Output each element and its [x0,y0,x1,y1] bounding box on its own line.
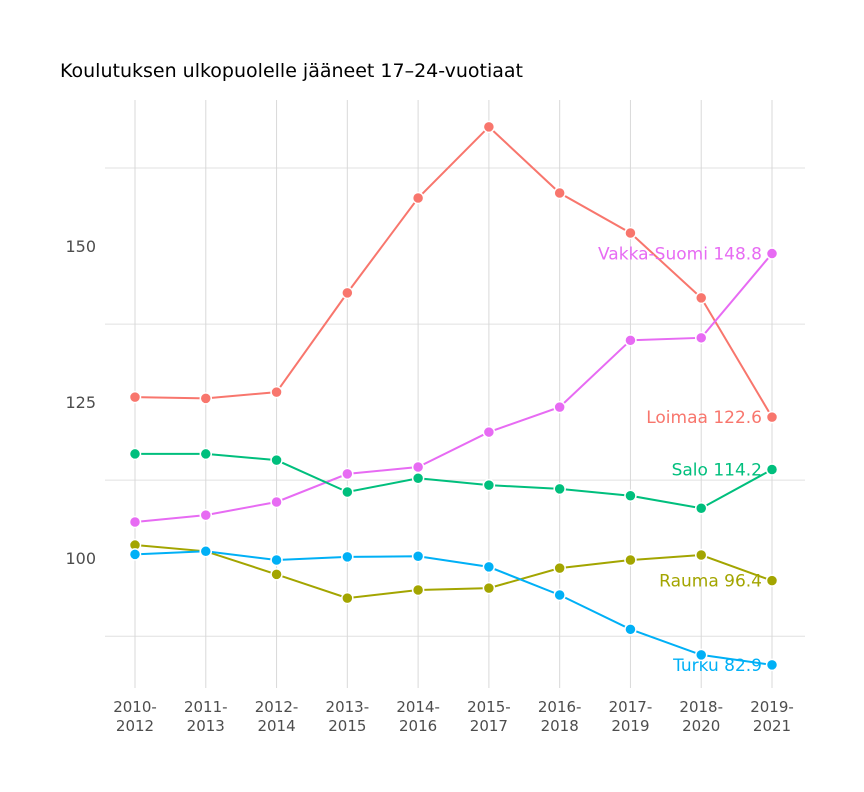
x-tick-label: 2018 [541,717,579,735]
data-point [694,291,708,305]
data-point [482,581,496,595]
data-point [270,568,283,581]
series-end-label: Turku 82.9 [672,656,762,676]
data-point [341,467,354,481]
data-point [694,548,708,562]
x-tick-label: 2010- [113,698,157,716]
x-tick-label: 2021 [753,717,791,735]
x-tick-label: 2018- [679,698,723,716]
x-tick-label: 2013- [326,698,370,716]
series-end-label: Loimaa 122.6 [646,408,762,428]
data-point [199,545,213,558]
series-line-vakka-suomi [134,252,773,523]
x-tick-label: 2013 [187,717,225,735]
data-point [199,447,213,461]
data-point [199,392,213,405]
data-point [411,472,425,485]
series-line-loimaa [134,125,773,418]
data-point [694,648,708,662]
series-end-label: Rauma 96.4 [659,572,762,592]
series-line-turku [134,550,773,666]
data-point [341,485,354,499]
data-point [270,385,283,399]
x-tick-label: 2016- [538,698,582,716]
data-point [553,482,566,496]
data-point [411,460,425,474]
data-point [270,453,283,467]
data-point [624,226,637,240]
x-tick-label: 2016 [399,717,437,735]
data-point [553,561,566,575]
data-point [765,574,779,587]
x-tick-label: 2019- [750,698,794,716]
x-tick-label: 2017- [609,698,653,716]
data-point [199,508,213,522]
data-point [694,331,708,345]
data-point [765,658,779,672]
data-point [624,334,637,347]
data-point [765,410,779,424]
chart-title: Koulutuksen ulkopuolelle jääneet 17–24-v… [60,60,523,82]
data-point [624,623,637,636]
x-tick-label: 2015 [328,717,366,735]
data-point [482,120,496,134]
data-point [765,463,779,476]
data-point [482,478,496,492]
data-point [411,583,425,597]
series-end-label: Salo 114.2 [672,461,762,481]
x-tick-label: 2011- [184,698,228,716]
x-tick-label: 2014 [257,717,295,735]
data-point [694,501,708,515]
data-point [411,550,425,563]
series-end-label: Vakka-Suomi 148.8 [598,245,762,265]
x-tick-label: 2012 [116,717,154,735]
data-point [270,553,283,567]
series-line-rauma [134,544,773,600]
data-point [341,550,354,564]
x-tick-label: 2019 [611,717,649,735]
data-point [553,400,566,414]
data-point [270,495,283,509]
x-tick-label: 2017 [470,717,508,735]
data-point [482,425,496,439]
y-tick-label: 125 [65,393,96,412]
data-point [341,591,354,605]
data-point [765,247,779,260]
y-tick-label: 100 [65,549,96,568]
data-point [411,191,425,205]
x-tick-label: 2012- [255,698,299,716]
series-line-salo [135,452,773,510]
data-point [128,515,142,529]
y-tick-label: 150 [65,237,96,256]
data-point [128,548,142,561]
x-tick-label: 2015- [467,698,511,716]
data-point [482,560,496,574]
data-point [341,286,354,300]
data-point [553,186,566,200]
data-point [624,489,637,502]
data-point [553,588,566,602]
x-tick-label: 2014- [396,698,440,716]
data-point [128,447,142,461]
data-point [128,390,142,404]
x-tick-label: 2020 [682,717,720,735]
data-point [624,553,637,567]
